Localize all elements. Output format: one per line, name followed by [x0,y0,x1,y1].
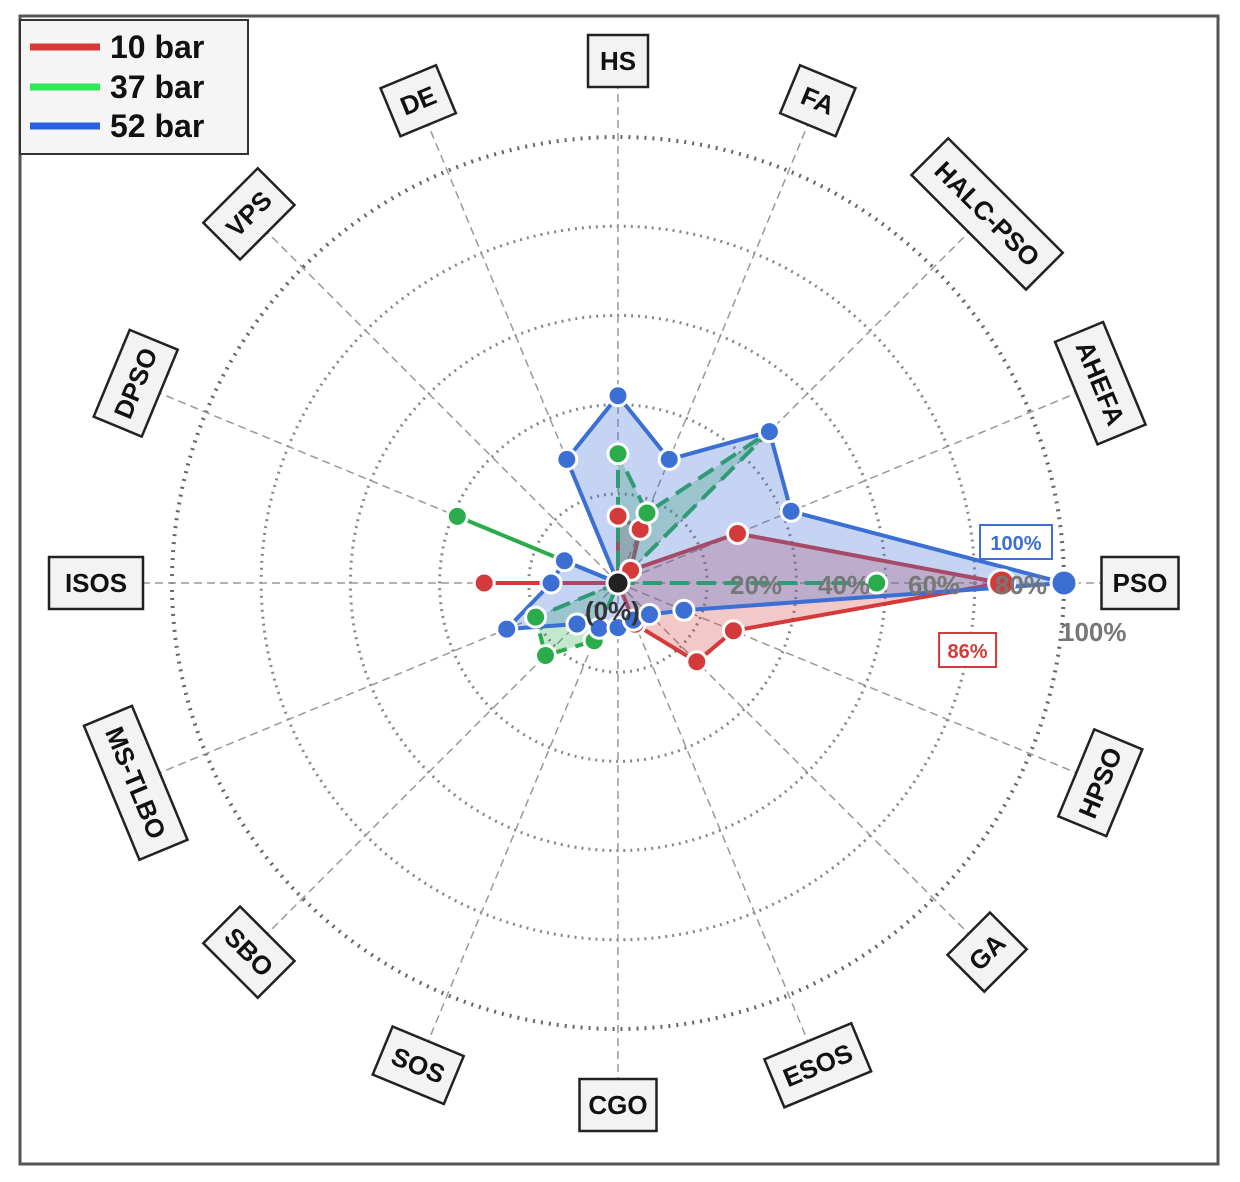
axis-label-pso: PSO [1100,555,1180,611]
spoke-sbo [264,582,619,937]
value-callouts: 86% 100% [938,524,1053,668]
spoke-hpso [617,582,1080,775]
center-point [605,570,631,596]
axis-label-ga: GA [945,910,1029,994]
legend-label-10-bar: 10 bar [110,29,204,65]
axis-label-isos: ISOS [47,555,145,611]
point-52-bar-ms-tlbo [495,617,519,641]
axis-label-box [1100,555,1180,611]
axis-label-cgo: CGO [578,1077,658,1133]
axis-label-hs: HS [586,33,650,89]
axis-label-box [201,166,297,262]
axis-label-box [1056,727,1144,838]
point-52-bar-halc-pso [757,420,781,444]
point-52-bar-fa [657,447,681,471]
callout-text: 86% [948,641,988,663]
point-52-bar-ahefa [779,499,803,523]
axis-label-box [578,1077,658,1133]
point-10-bar-pso [987,568,1017,598]
tick-label-80: 80% [995,570,1047,600]
axis-label-esos: ESOS [762,1021,873,1109]
axis-label-box [92,328,180,439]
axis-label-de: DE [378,63,458,138]
point-52-bar-de [555,447,579,471]
callout-52-bar: 100% [979,524,1053,560]
axis-label-box [371,1024,466,1106]
callout-box [979,524,1053,560]
axis-label-sos: SOS [371,1024,466,1106]
spoke-ga [617,582,972,937]
axis-label-fa: FA [778,63,858,138]
axis-label-box [586,33,650,89]
legend-label-52-bar: 52 bar [110,108,204,144]
point-37-bar-sbo [534,644,557,667]
spoke-ahefa [617,391,1080,584]
point-52-bar-hs [606,384,630,408]
axis-label-box [201,904,297,1000]
outer-label-100: 100% [1060,617,1127,647]
callout-text: 100% [990,533,1041,555]
axis-label-box [1053,320,1148,447]
spoke-esos [617,582,810,1045]
axis-label-text: CGO [588,1090,647,1120]
axis-label-box [945,910,1029,994]
callout-10-bar: 86% [938,632,998,668]
point-37-bar-dpso [445,504,469,528]
axis-label-box [762,1021,873,1109]
axis-label-box [82,704,190,862]
axis-label-text: HS [600,46,636,76]
point-10-bar-ga [685,650,709,674]
callout-box [938,632,998,668]
point-37-bar-ms-tlbo [524,605,548,629]
axis-label-box [778,63,858,138]
axis-label-box [909,136,1065,292]
spoke-vps [264,229,619,584]
point-52-bar-dpso [552,549,576,573]
point-10-bar-ahefa [726,522,749,545]
point-52-bar-sbo [565,612,589,636]
axis-label-dpso: DPSO [92,328,180,439]
spoke-sos [426,582,619,1045]
axis-label-box [47,555,145,611]
radial-tick-labels: 20% 40% 60% 80% 100% (0%) [585,570,1127,647]
axis-label-text: PSO [1113,568,1168,598]
point-10-bar-isos [472,571,496,595]
center-label: (0%) [585,596,640,626]
tick-label-40: 40% [818,570,870,600]
legend-label-37-bar: 37 bar [110,69,204,105]
point-52-bar-isos [539,571,563,595]
tick-label-60: 60% [908,570,960,600]
axis-label-box [378,63,458,138]
point-52-bar-hpso [672,598,696,622]
axis-label-text: ISOS [65,568,127,598]
point-37-bar-fa [635,501,659,525]
legend: 10 bar 37 bar 52 bar [19,19,249,155]
point-52-bar-ga [638,603,661,626]
point-52-bar-pso [1049,568,1079,598]
point-37-bar-pso [865,571,889,595]
point-37-bar-hs [606,442,630,466]
point-10-bar-hs [606,504,630,528]
radar-series [445,384,1079,674]
point-10-bar-hpso [721,619,745,643]
tick-label-20: 20% [730,570,782,600]
